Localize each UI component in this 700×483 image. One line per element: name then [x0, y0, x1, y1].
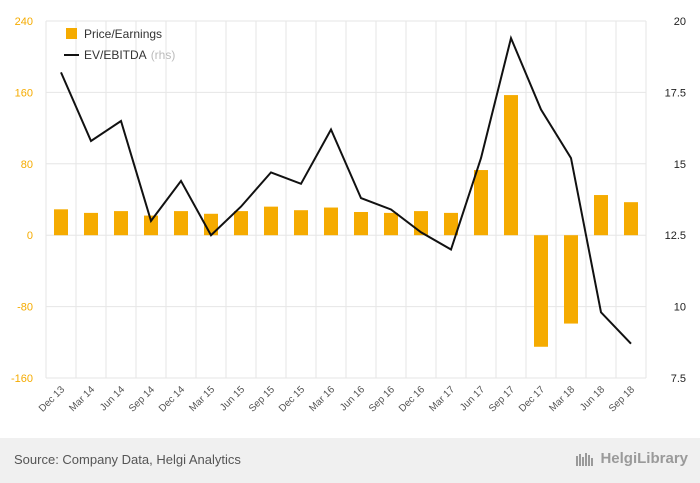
legend: Price/Earnings EV/EBITDA (rhs) [64, 27, 175, 62]
x-tick-label: Dec 16 [397, 384, 427, 414]
x-tick-label: Dec 17 [517, 384, 547, 414]
bar [264, 206, 278, 236]
x-tick-label: Jun 17 [458, 384, 487, 413]
library-icon [576, 452, 594, 466]
x-axis: Dec 13 Mar 14 Jun 14 Sep 14 Dec 14 Mar 15 Jun … [37, 384, 637, 415]
y-left-tick-label: 160 [15, 87, 33, 99]
x-tick-label: Jun 18 [578, 384, 607, 413]
x-tick-label: Dec 14 [157, 384, 187, 414]
x-tick-label: Mar 14 [67, 384, 97, 414]
y-left-tick-label: 80 [21, 159, 33, 171]
y-axis-right: 7.5 10 12.5 15 17.5 20 [665, 16, 686, 385]
y-right-tick-label: 20 [674, 16, 686, 28]
x-tick-label: Jun 16 [338, 384, 367, 413]
brand-name: HelgiLibrary [600, 450, 688, 467]
ev-ebitda-line [60, 34, 632, 345]
x-tick-label: Mar 17 [427, 384, 457, 414]
x-tick-label: Dec 15 [277, 384, 307, 414]
x-tick-label: Sep 16 [367, 384, 397, 414]
y-left-tick-label: 240 [15, 16, 33, 28]
bar [114, 211, 128, 236]
y-right-tick-label: 15 [674, 159, 686, 171]
x-tick-label: Sep 18 [607, 384, 637, 414]
bar [534, 235, 548, 347]
legend-bar-label: Price/Earnings [84, 27, 162, 41]
bar [174, 211, 188, 236]
bar-series [54, 95, 638, 347]
bar [564, 235, 578, 324]
y-right-tick-label: 17.5 [665, 87, 686, 99]
x-tick-label: Jun 15 [218, 384, 247, 413]
bar [624, 202, 638, 236]
bar [444, 212, 458, 236]
x-tick-label: Mar 16 [307, 384, 337, 414]
legend-line-name: EV/EBITDA [84, 48, 147, 62]
bar [384, 212, 398, 236]
x-tick-label: Sep 15 [247, 384, 277, 414]
x-tick-label: Mar 15 [187, 384, 217, 414]
legend-line-label: EV/EBITDA (rhs) [84, 48, 175, 62]
x-tick-label: Dec 13 [37, 384, 67, 414]
gridlines [45, 20, 647, 379]
y-right-tick-label: 10 [674, 302, 686, 314]
y-left-tick-label: 0 [27, 230, 33, 242]
bar [354, 211, 368, 236]
x-tick-label: Mar 18 [547, 384, 577, 414]
bar [144, 215, 158, 236]
bar [234, 211, 248, 236]
bar [474, 170, 488, 236]
y-right-tick-label: 7.5 [671, 373, 686, 385]
bar [294, 210, 308, 236]
bar [324, 207, 338, 236]
x-tick-label: Sep 14 [127, 384, 157, 414]
bar [84, 212, 98, 236]
y-left-tick-label: -160 [11, 373, 33, 385]
legend-line-suffix: (rhs) [151, 48, 176, 62]
chart: -160 -80 0 80 160 240 7.5 10 12.5 15 17.5 20 Dec 1… [11, 16, 686, 415]
x-tick-label: Sep 17 [487, 384, 517, 414]
y-axis-left: -160 -80 0 80 160 240 [11, 16, 33, 385]
x-tick-label: Jun 14 [98, 384, 127, 413]
line-series [60, 34, 632, 345]
legend-bar-swatch [66, 28, 77, 39]
y-left-tick-label: -80 [17, 302, 33, 314]
source-note: Source: Company Data, Helgi Analytics [14, 452, 241, 467]
brand-logo: HelgiLibrary [575, 450, 688, 467]
bar [594, 195, 608, 236]
y-right-tick-label: 12.5 [665, 230, 686, 242]
bar [54, 209, 68, 236]
bar [504, 95, 518, 236]
